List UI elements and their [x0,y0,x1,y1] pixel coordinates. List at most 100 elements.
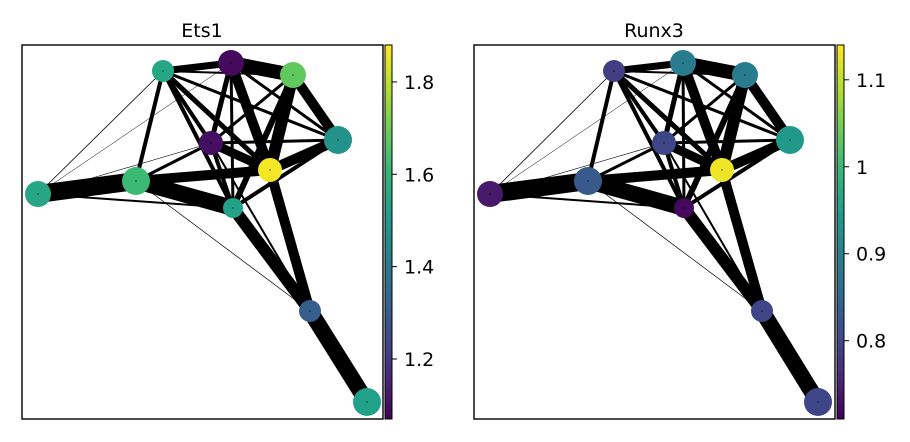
colorbar-gradient-slice [385,57,392,59]
colorbar-gradient-slice [385,142,392,144]
colorbar-gradient-slice [837,117,844,119]
colorbar-gradient-slice [385,342,392,344]
colorbar-gradient-slice [385,234,392,236]
graph-node-center [761,310,763,312]
colorbar-gradient-slice [385,70,392,72]
colorbar-gradient-slice [837,196,844,198]
colorbar-gradient-slice [837,279,844,281]
colorbar-gradient-slice [385,274,392,276]
colorbar-gradient-slice [837,354,844,356]
colorbar-gradient-slice [385,320,392,322]
colorbar-gradient-slice [837,322,844,324]
colorbar-gradient-slice [837,312,844,314]
colorbar-gradient-slice [385,156,392,158]
colorbar-gradient-slice [385,73,392,75]
colorbar-gradient-slice [837,275,844,277]
colorbar-gradient-slice [837,412,844,414]
colorbar-gradient-slice [837,73,844,75]
colorbar-gradient-slice [837,416,844,418]
colorbar-gradient-slice [385,262,392,264]
colorbar-gradient-slice [385,97,392,99]
colorbar-runx3: 0.8 0.9 1 1.1 [836,44,886,420]
colorbar-gradient-slice [837,297,844,299]
colorbar-gradient-slice [837,367,844,369]
colorbar-gradient-slice [837,336,844,338]
colorbar-gradient-slice [837,264,844,266]
edge-layer-ets1 [36,56,374,407]
colorbar-gradient-slice [837,384,844,386]
graph-node-center [613,70,615,72]
graph-edge [682,61,791,142]
colorbar-gradient-slice [837,51,844,53]
colorbar-gradient-slice [385,325,392,327]
colorbar-gradient-slice [837,417,844,419]
colorbar-gradient-slice [837,123,844,125]
colorbar-gradient-slice [385,351,392,353]
colorbar-gradient-slice [837,294,844,296]
colorbar-gradient-slice [385,80,392,82]
colorbar-gradient-slice [837,379,844,381]
colorbar-gradient-slice [385,111,392,113]
colorbar-gradient-slice [385,137,392,139]
plot-frame-ets1 [21,44,384,420]
colorbar-gradient-slice [837,93,844,95]
colorbar-gradient-slice [385,302,392,304]
colorbar-gradient-slice [837,272,844,274]
colorbar-gradient-slice [837,159,844,161]
graph-edge [135,180,311,312]
colorbar-gradient-slice [385,385,392,387]
colorbar-gradient-slice [385,155,392,157]
colorbar-gradient-slice [837,154,844,156]
colorbar-gradient-slice [385,200,392,202]
colorbar-gradient-slice [837,286,844,288]
colorbar-gradient-slice [385,313,392,315]
colorbar-gradient-slice [385,375,392,377]
colorbar-gradient-slice [837,249,844,251]
graph-edge [303,306,374,407]
colorbar-gradient-slice [385,221,392,223]
colorbar-gradient-slice [837,271,844,273]
colorbar-gradient-slice [385,273,392,275]
colorbar-gradient-slice [837,209,844,211]
colorbar-gradient-slice [837,288,844,290]
graph-edge [489,70,615,195]
colorbar-gradient-slice [837,75,844,77]
colorbar-gradient-slice [385,363,392,365]
colorbar-gradient-slice [837,372,844,374]
colorbar-gradient-slice [385,343,392,345]
graph-edge [586,70,616,182]
graph-edge [162,70,339,141]
colorbar-gradient-slice [837,132,844,134]
colorbar-gradient-slice [837,78,844,80]
colorbar-gradient-slice [385,189,392,191]
colorbar-gradient-slice [837,311,844,313]
colorbar-gradient-slice [385,52,392,54]
colorbar-gradient-slice [385,298,392,300]
colorbar-gradient-slice [837,234,844,236]
colorbar-gradient-slice [385,220,392,222]
graph-edge [208,62,234,144]
colorbar-gradient-slice [385,409,392,411]
colorbar-gradient-slice [385,135,392,137]
panel-runx3: Runx3 0.8 0.9 1 1.1 [473,20,886,420]
colorbar-gradient-slice [385,67,392,69]
colorbar-gradient-slice [837,361,844,363]
colorbar-gradient-slice [385,352,392,354]
colorbar-gradient-slice [837,143,844,145]
colorbar-gradient-slice [837,244,844,246]
colorbar-tick-label: 1.4 [404,257,434,279]
colorbar-gradient-slice [837,344,844,346]
colorbar-gradient-slice [837,350,844,352]
graph-node-center [789,139,791,141]
colorbar-gradient-slice [385,332,392,334]
colorbar-gradient-slice [385,402,392,404]
colorbar-gradient-slice [385,158,392,160]
colorbar-gradient-slice [385,132,392,134]
colorbar-gradient-slice [385,284,392,286]
colorbar-gradient-slice [385,153,392,155]
colorbar-gradient-slice [837,168,844,170]
colorbar-gradient-slice [385,56,392,58]
colorbar-gradient-slice [385,216,392,218]
colorbar-gradient-slice [385,387,392,389]
colorbar-gradient-slice [837,280,844,282]
